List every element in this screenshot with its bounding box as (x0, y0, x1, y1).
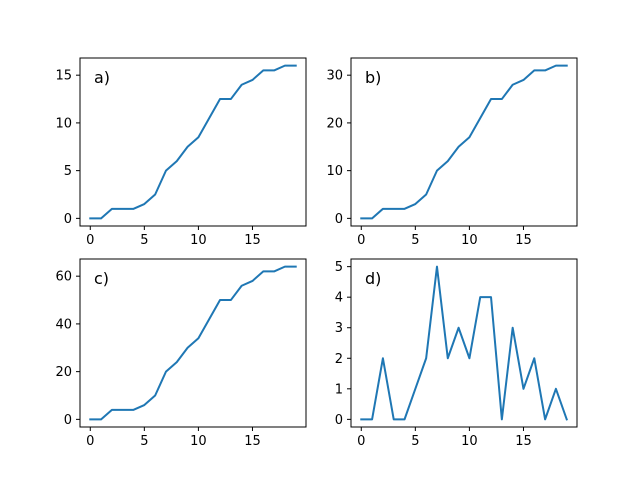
x-tick-label: 15 (244, 434, 261, 449)
panel-label: a) (94, 68, 110, 87)
x-tick-label: 0 (357, 233, 365, 248)
y-tick-label: 3 (335, 321, 343, 336)
y-tick-label: 10 (55, 116, 72, 131)
x-tick-label: 10 (190, 434, 207, 449)
y-tick-label: 0 (64, 212, 72, 227)
x-tick-label: 15 (244, 233, 261, 248)
subplot-c: 0 5 10 15 0 20 40 60 c) (55, 258, 307, 449)
x-tick-label: 5 (411, 233, 419, 248)
x-tick-label: 10 (190, 233, 207, 248)
axes-frame (79, 57, 307, 227)
series-line (89, 265, 297, 421)
subplot-a: 0 5 10 15 0 5 10 15 a) (55, 57, 307, 248)
y-tick-label: 10 (326, 164, 343, 179)
x-tick-label: 0 (86, 434, 94, 449)
y-tick-label: 0 (335, 212, 343, 227)
panel-label: c) (94, 269, 109, 288)
y-tick-label: 0 (64, 413, 72, 428)
axes-frame (350, 57, 578, 227)
y-tick-label: 20 (326, 116, 343, 131)
x-tick-label: 5 (411, 434, 419, 449)
subplot-d: 0 5 10 15 0 1 2 3 4 5 d) (335, 258, 578, 449)
x-tick-label: 10 (461, 233, 478, 248)
y-tick-label: 4 (335, 291, 343, 306)
y-tick-label: 30 (326, 69, 343, 84)
y-tick-label: 40 (55, 317, 72, 332)
y-tick-label: 15 (55, 69, 72, 84)
panel-label: d) (365, 269, 381, 288)
y-tick-label: 5 (64, 164, 72, 179)
series-line (360, 265, 569, 421)
y-tick-label: 20 (55, 365, 72, 380)
y-tick-label: 5 (335, 260, 343, 275)
series-line (360, 64, 568, 220)
x-tick-label: 5 (140, 233, 148, 248)
x-tick-label: 15 (515, 434, 532, 449)
panel-label: b) (365, 68, 381, 87)
x-tick-label: 10 (461, 434, 478, 449)
x-tick-label: 5 (140, 434, 148, 449)
subplot-b: 0 5 10 15 0 10 20 30 b) (326, 57, 578, 248)
y-tick-label: 2 (335, 352, 343, 367)
x-tick-label: 0 (357, 434, 365, 449)
x-tick-label: 15 (515, 233, 532, 248)
axes-frame (350, 258, 578, 428)
axes-frame (79, 258, 307, 428)
y-tick-label: 1 (335, 382, 343, 397)
series-line (89, 64, 297, 220)
x-tick-label: 0 (86, 233, 94, 248)
y-tick-label: 60 (55, 270, 72, 285)
y-tick-label: 0 (335, 413, 343, 428)
